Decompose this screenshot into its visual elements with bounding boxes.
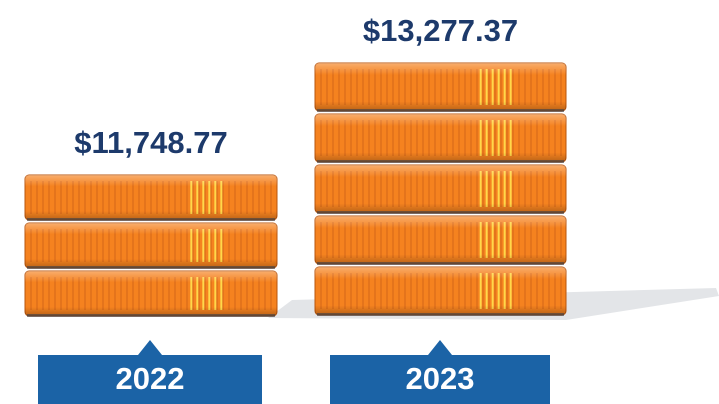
block-edge xyxy=(317,109,564,112)
block-edge xyxy=(317,211,564,214)
block-shade xyxy=(315,216,566,264)
value-label: $13,277.37 xyxy=(363,13,518,48)
category-label: 2023 xyxy=(406,361,475,396)
year-box xyxy=(38,340,262,404)
block-edge xyxy=(317,262,564,265)
block-shade xyxy=(25,175,277,220)
block-shade xyxy=(315,114,566,162)
block-shade xyxy=(315,165,566,213)
block-edge xyxy=(317,313,564,316)
block-shade xyxy=(315,63,566,111)
block-edge xyxy=(27,314,275,317)
stack xyxy=(314,62,567,316)
stack xyxy=(24,174,278,317)
block-shade xyxy=(315,267,566,315)
value-label: $11,748.77 xyxy=(74,125,227,160)
block-edge xyxy=(27,266,275,269)
block-shade xyxy=(25,271,277,316)
year-box xyxy=(330,340,550,404)
category-label: 2022 xyxy=(116,361,185,396)
block-edge xyxy=(27,218,275,221)
block-shade xyxy=(25,223,277,268)
block-edge xyxy=(317,160,564,163)
